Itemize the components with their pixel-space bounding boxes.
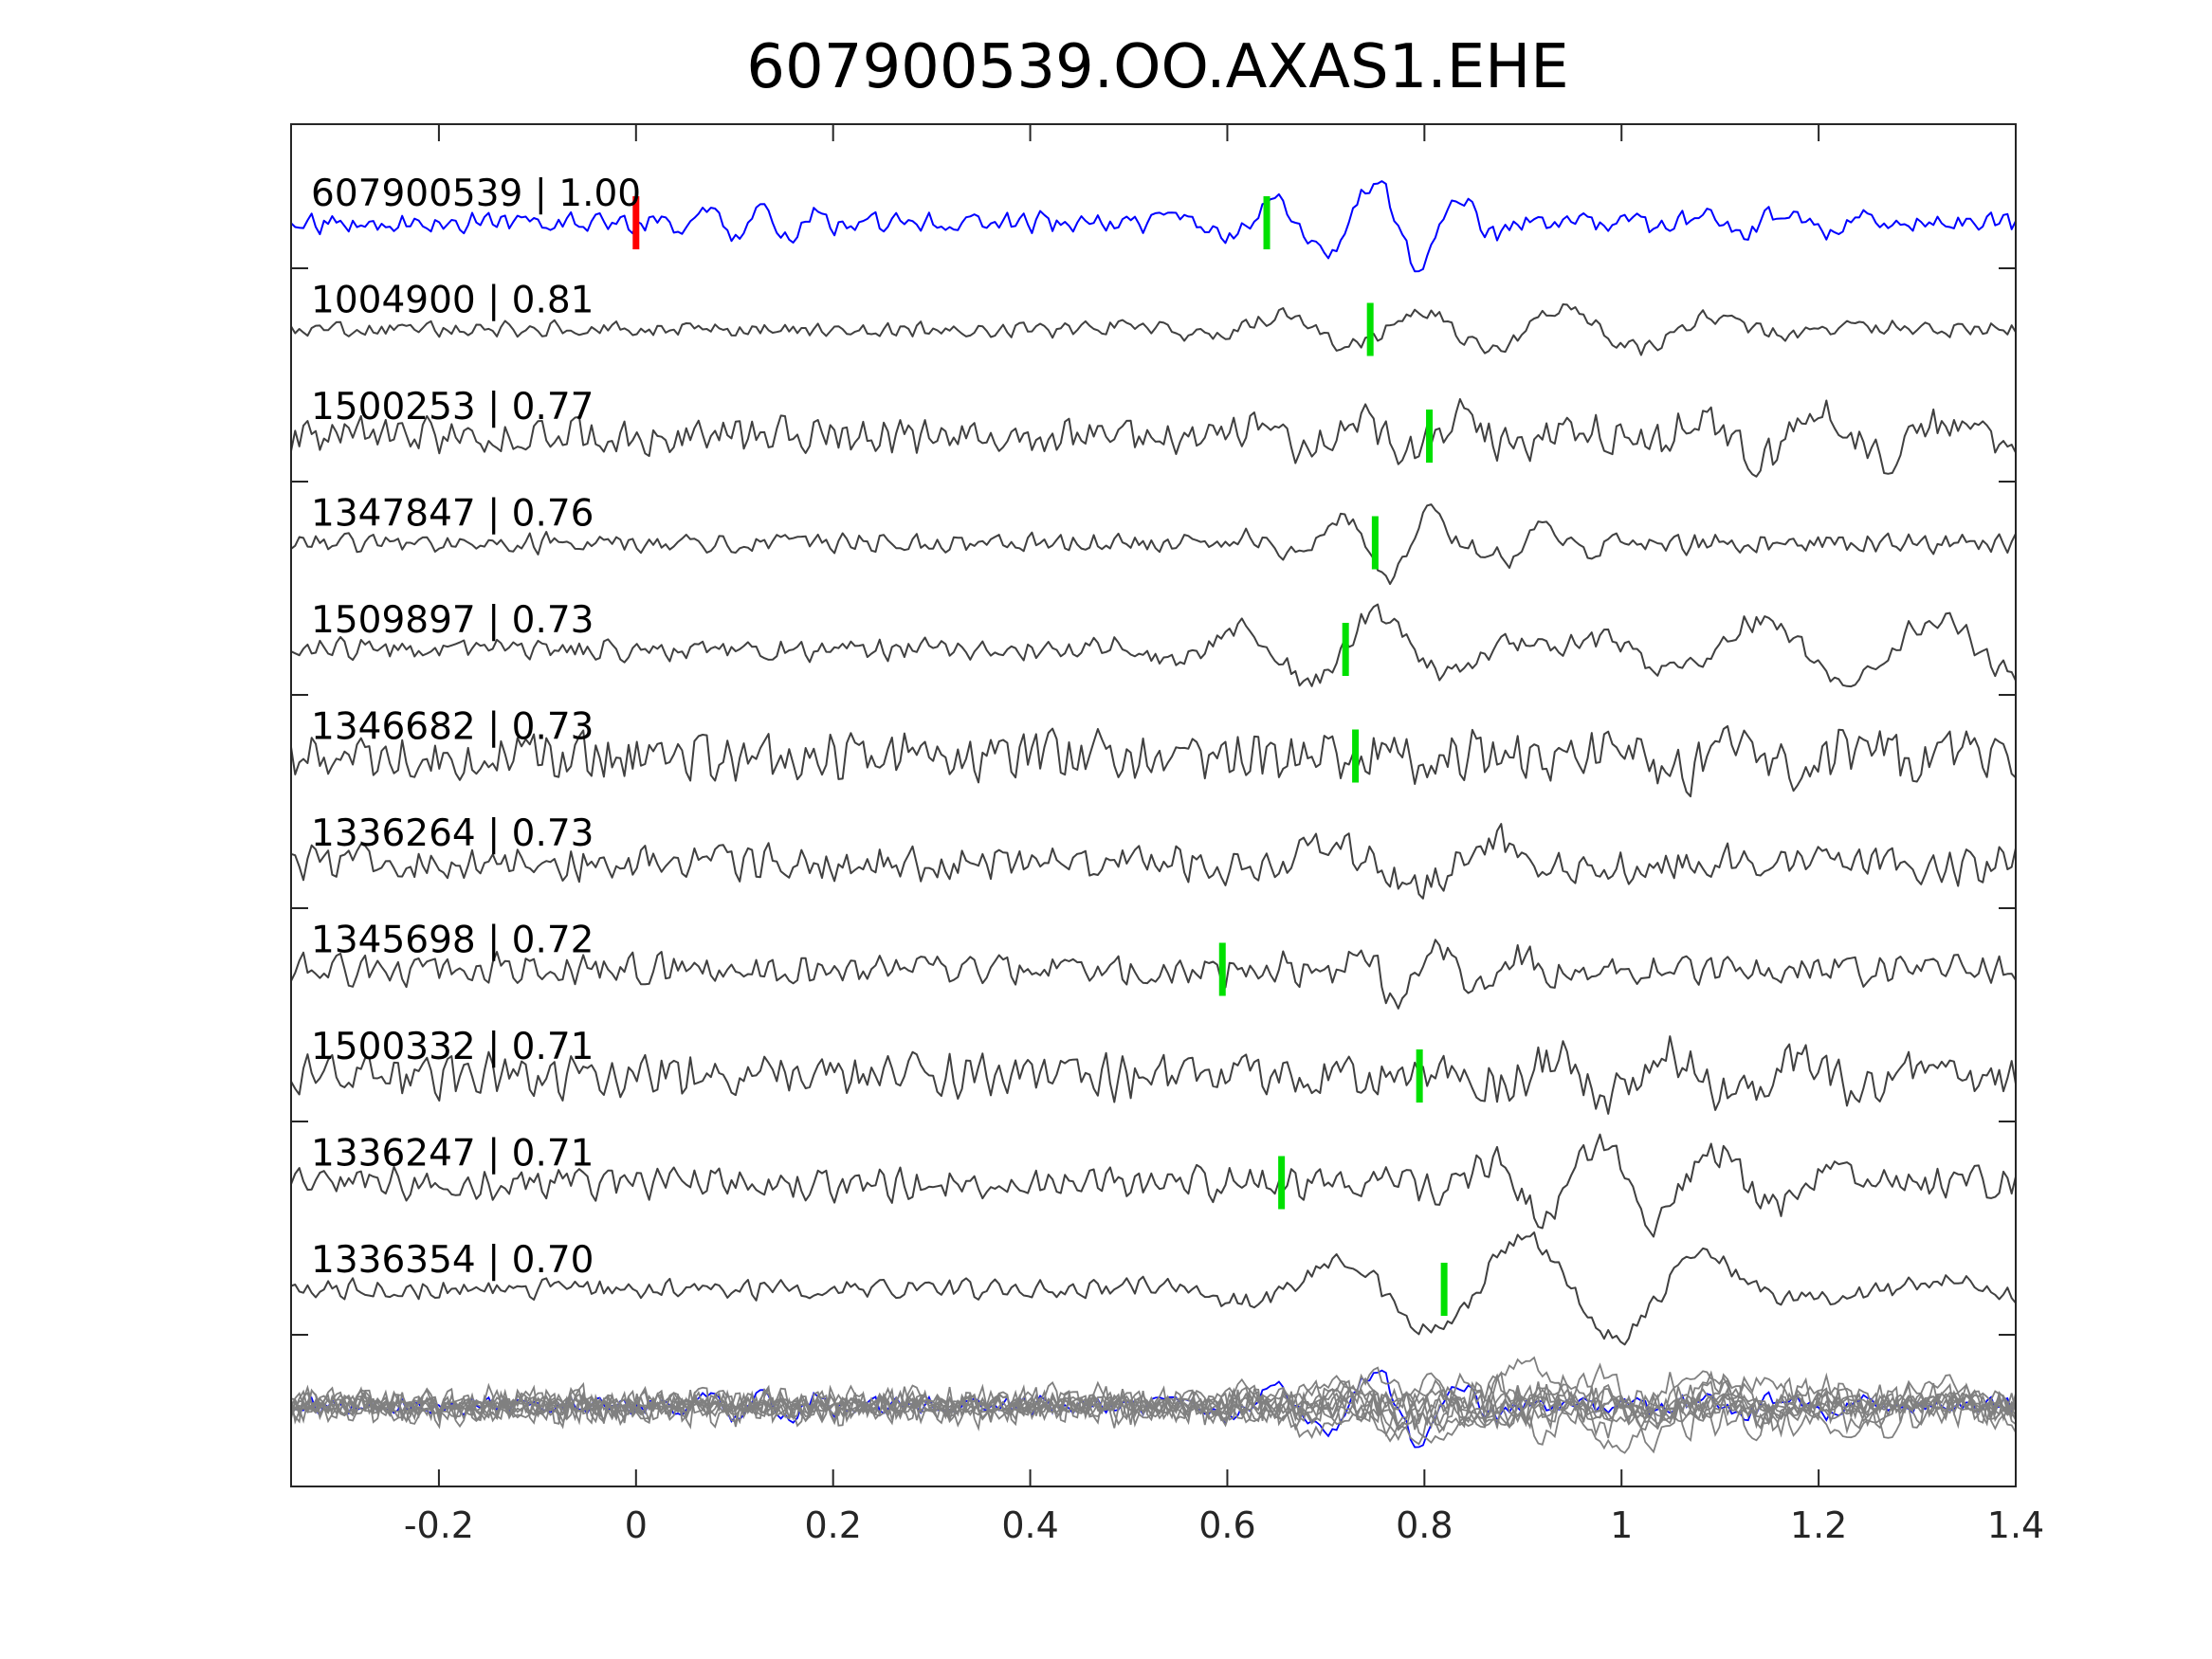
overlay-line	[290, 1362, 2017, 1454]
axes: -0.2 0 0.2 0.4 0.6 0.8 1 1.2 1.4	[290, 123, 2044, 1546]
trace-line	[290, 603, 2017, 688]
trace-label: 1347847 | 0.76	[311, 493, 594, 536]
trace-line	[290, 303, 2017, 356]
x-tick-label: 0	[625, 1504, 648, 1546]
trace-label: 1004900 | 0.81	[311, 280, 594, 322]
trace-label: 607900539 | 1.00	[311, 173, 641, 215]
chart-title: 607900539.OO.AXAS1.EHE	[746, 32, 1568, 102]
trace-label: 1336354 | 0.70	[311, 1239, 594, 1282]
x-tick-label: 1	[1610, 1504, 1633, 1546]
trace-line	[290, 725, 2017, 798]
trace-label: 1345698 | 0.72	[311, 920, 594, 962]
trace-line	[290, 1231, 2017, 1346]
trace-label: 1336264 | 0.73	[311, 812, 594, 855]
axes-box	[290, 123, 2017, 1487]
trace-line	[290, 398, 2017, 478]
trace-label: 1336247 | 0.71	[311, 1133, 594, 1176]
trace-line	[290, 503, 2017, 585]
trace-label: 1500253 | 0.77	[311, 386, 594, 428]
trace-labels: 607900539 | 1.00 1004900 | 0.81 1500253 | …	[311, 173, 641, 1282]
trace-line	[290, 939, 2017, 1010]
trace-label: 1346682 | 0.73	[311, 706, 594, 749]
traces	[290, 180, 2017, 1346]
x-tick-label: 0.8	[1396, 1504, 1453, 1546]
x-tick-label: 0.6	[1198, 1504, 1255, 1546]
trace-line	[290, 1035, 2017, 1115]
x-tick-label: -0.2	[404, 1504, 474, 1546]
x-tick-label: 1.2	[1790, 1504, 1847, 1546]
x-tick-label: 0.4	[1001, 1504, 1058, 1546]
trace-line	[290, 823, 2017, 900]
overlay-line	[290, 1356, 2017, 1454]
trace-line	[290, 1133, 2017, 1238]
overlay-line	[290, 1378, 2017, 1442]
x-tick-label: 0.2	[804, 1504, 861, 1546]
trace-label: 1509897 | 0.73	[311, 599, 594, 642]
pick-markers	[632, 196, 1448, 1316]
trace-label: 1500332 | 0.71	[311, 1026, 594, 1068]
overlay-stack	[290, 1356, 2017, 1454]
overlay-line	[290, 1378, 2017, 1443]
trace-line	[290, 180, 2017, 273]
x-tick-label: 1.4	[1987, 1504, 2044, 1546]
